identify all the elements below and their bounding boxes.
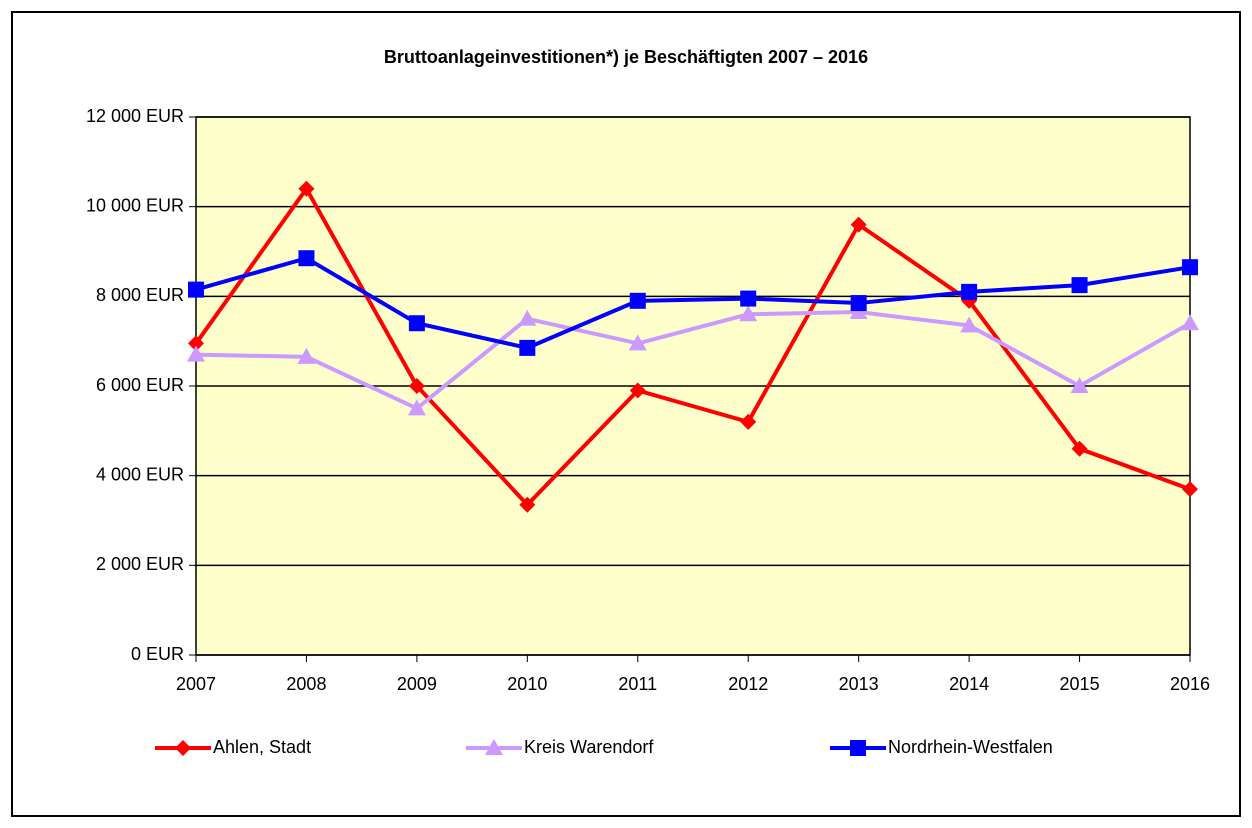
legend-label: Ahlen, Stadt — [213, 737, 311, 757]
marker — [1181, 314, 1199, 331]
x-tick-label: 2013 — [839, 674, 879, 694]
marker — [519, 496, 536, 513]
series-line — [195, 310, 1191, 411]
marker — [740, 413, 757, 430]
marker — [960, 316, 979, 333]
x-tick-label: 2012 — [728, 674, 768, 694]
marker — [188, 335, 204, 352]
marker — [408, 378, 425, 394]
marker — [188, 281, 204, 298]
series-line — [194, 185, 1191, 508]
marker — [485, 739, 503, 755]
legend-label: Kreis Warendorf — [524, 737, 654, 757]
x-tick-label: 2008 — [286, 674, 326, 694]
marker — [175, 740, 191, 756]
x-tick-label: 2011 — [618, 674, 657, 694]
marker — [850, 216, 867, 233]
marker — [740, 290, 757, 307]
x-tick-label: 2015 — [1060, 674, 1100, 694]
y-tick-label: 8 000 EUR — [96, 285, 184, 305]
marker — [739, 305, 758, 322]
marker — [850, 740, 866, 756]
marker — [518, 309, 537, 326]
marker — [298, 180, 315, 197]
x-tick-label: 2010 — [507, 674, 547, 694]
chart-title: Bruttoanlageinvestitionen*) je Beschäfti… — [384, 47, 868, 67]
x-tick-label: 2016 — [1170, 674, 1210, 694]
series-line — [195, 256, 1191, 350]
y-tick-label: 12 000 EUR — [86, 106, 184, 126]
x-tick-label: 2009 — [397, 674, 437, 694]
marker — [629, 292, 646, 309]
marker — [1182, 259, 1198, 276]
marker — [629, 382, 646, 399]
marker — [628, 334, 647, 351]
marker — [297, 347, 316, 364]
marker — [407, 399, 426, 416]
x-tick-label: 2007 — [176, 674, 216, 694]
marker — [850, 295, 867, 312]
marker — [408, 315, 425, 332]
legend-label: Nordrhein-Westfalen — [888, 737, 1053, 757]
y-tick-label: 6 000 EUR — [96, 375, 184, 395]
marker — [519, 339, 536, 356]
marker — [298, 250, 315, 267]
marker — [1182, 481, 1198, 498]
marker — [187, 345, 205, 362]
marker — [1070, 377, 1089, 393]
y-tick-label: 4 000 EUR — [96, 464, 184, 484]
y-tick-label: 0 EUR — [131, 644, 184, 664]
y-tick-label: 10 000 EUR — [86, 195, 184, 215]
marker — [961, 283, 978, 300]
x-tick-label: 2014 — [949, 674, 989, 694]
marker — [1071, 440, 1088, 457]
marker — [1071, 277, 1088, 294]
y-tick-label: 2 000 EUR — [96, 554, 184, 574]
